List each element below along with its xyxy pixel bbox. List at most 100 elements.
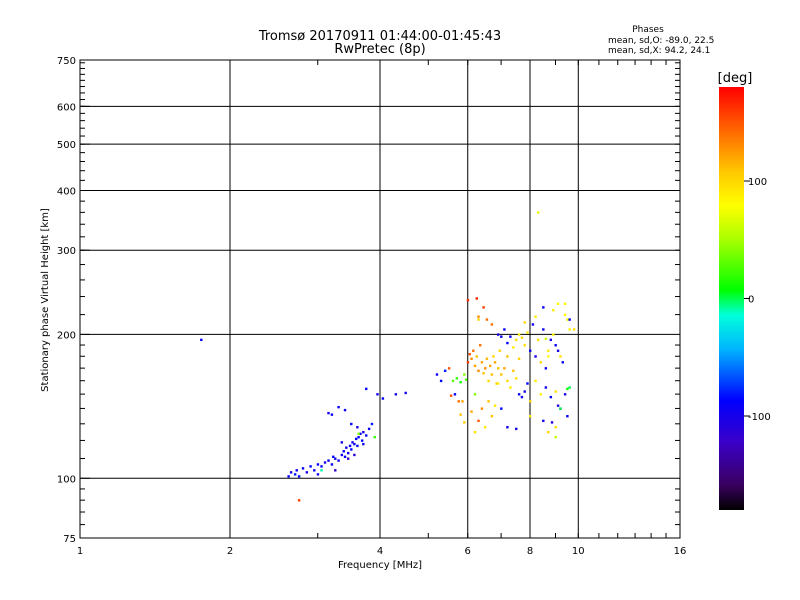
data-point	[515, 377, 518, 380]
data-point	[327, 411, 330, 415]
data-point	[350, 448, 353, 451]
data-point	[563, 393, 567, 396]
data-point	[332, 455, 335, 459]
data-point	[447, 367, 451, 370]
grid	[80, 60, 680, 538]
data-point	[327, 459, 330, 462]
data-point	[373, 435, 376, 439]
x-tick-label: 10	[572, 546, 585, 557]
y-tick-label: 300	[57, 246, 76, 257]
data-point	[354, 437, 358, 441]
data-point	[404, 391, 407, 395]
data-point	[496, 382, 500, 385]
data-point	[468, 352, 471, 356]
data-point	[490, 323, 494, 326]
x-tick-label: 1	[77, 546, 83, 557]
data-point	[334, 469, 337, 472]
x-tick-label: 8	[527, 546, 533, 557]
data-point	[480, 407, 484, 410]
data-point	[542, 306, 545, 309]
chart-title: Tromsø 20170911 01:44:00-01:45:43	[258, 29, 501, 44]
data-point	[515, 427, 518, 431]
data-point	[295, 469, 298, 472]
data-point	[357, 435, 360, 439]
data-point	[482, 372, 485, 375]
data-point	[489, 364, 492, 368]
data-point	[556, 349, 560, 352]
y-tick-label: 200	[57, 330, 76, 341]
x-axis-label: Frequency [MHz]	[338, 560, 422, 571]
data-point	[561, 361, 564, 364]
data-point	[493, 361, 497, 364]
data-point	[293, 473, 297, 476]
data-point	[496, 333, 500, 336]
colorbar-tick-label: 0	[748, 295, 754, 306]
data-point	[381, 397, 385, 400]
data-point	[353, 442, 356, 446]
phases-title: Phases	[632, 25, 664, 35]
data-point	[466, 299, 470, 302]
data-point	[357, 432, 360, 436]
data-point	[463, 421, 466, 424]
data-point	[568, 318, 571, 321]
data-point	[475, 355, 478, 358]
data-point	[556, 404, 560, 407]
y-axis-label: Stationary phase Virtual Height [km]	[40, 208, 51, 392]
data-point	[320, 469, 323, 472]
data-point	[351, 441, 354, 444]
data-point	[457, 400, 460, 403]
data-point	[470, 410, 473, 413]
data-point	[544, 367, 548, 370]
data-point	[500, 407, 503, 410]
data-point	[439, 379, 443, 383]
y-tick-label: 400	[57, 186, 76, 197]
data-point	[289, 471, 293, 474]
data-point	[496, 367, 500, 370]
data-point	[477, 315, 480, 318]
data-point	[512, 369, 515, 372]
data-point	[360, 439, 364, 442]
data-point	[498, 349, 501, 352]
data-point	[484, 367, 487, 370]
plot-frame	[79, 59, 681, 539]
data-point	[539, 393, 542, 396]
phases-mean-o: mean, sd,O: -89.0, 22.5	[608, 36, 714, 46]
data-point	[487, 400, 490, 403]
data-point	[485, 357, 489, 360]
data-point	[523, 344, 526, 347]
data-point	[343, 455, 347, 459]
data-point	[455, 377, 459, 380]
data-point	[520, 336, 524, 339]
data-point	[487, 379, 490, 383]
data-point	[480, 361, 484, 364]
data-point	[544, 386, 548, 389]
data-point	[492, 355, 495, 358]
data-point	[515, 338, 518, 342]
data-point	[337, 459, 340, 462]
data-point	[544, 337, 548, 340]
data-point	[459, 413, 462, 416]
data-point	[484, 426, 487, 429]
data-point	[477, 369, 480, 372]
data-point	[309, 465, 312, 468]
data-point	[477, 318, 480, 321]
colorbar-tick-label: -100	[748, 412, 771, 423]
data-point	[554, 390, 557, 393]
data-point	[477, 419, 480, 423]
data-point	[466, 361, 470, 364]
data-point	[297, 499, 301, 502]
data-point	[559, 407, 562, 410]
data-point	[534, 315, 537, 318]
data-point	[320, 465, 323, 468]
data-point	[529, 400, 532, 403]
data-point	[359, 432, 362, 436]
data-point	[316, 473, 320, 476]
data-point	[337, 405, 340, 409]
colorbar	[719, 87, 744, 510]
data-point	[367, 427, 371, 431]
y-tick-label: 600	[57, 102, 76, 113]
data-point	[500, 335, 503, 338]
data-point	[453, 393, 457, 396]
data-point	[554, 344, 557, 347]
data-point	[495, 382, 498, 385]
